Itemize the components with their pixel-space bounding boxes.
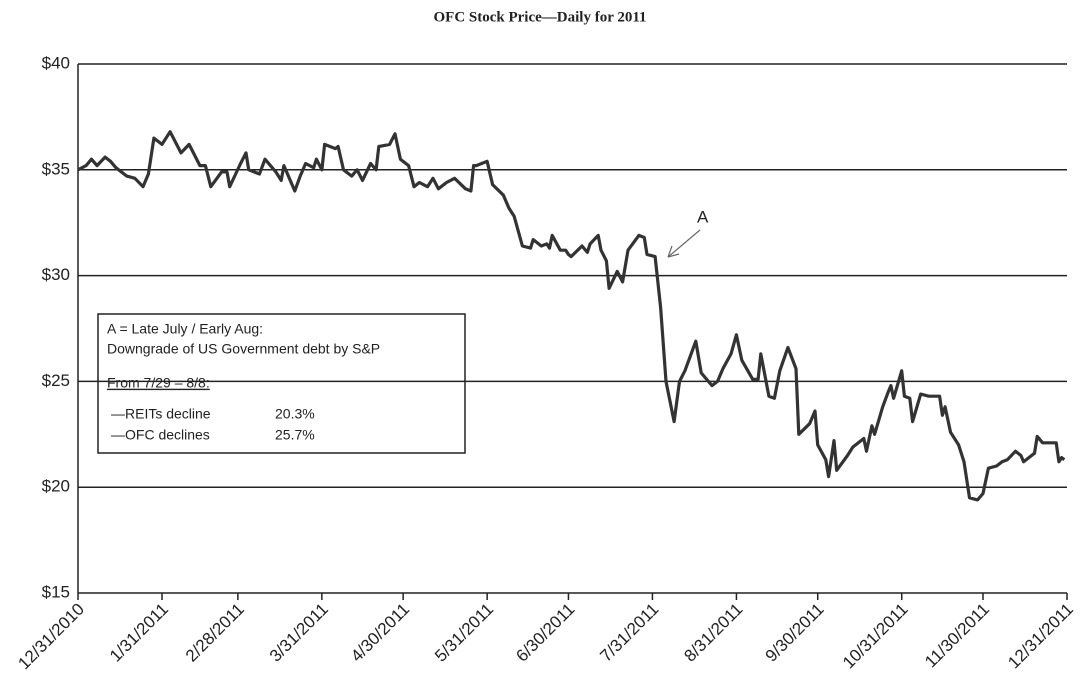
x-tick-label: 3/31/2011 [266,600,332,666]
annotation-text: A = Late July / Early Aug: [107,321,263,337]
annotation-text: 20.3% [275,406,315,422]
x-tick-label: 6/30/2011 [512,600,578,666]
annotation-arrow [667,229,701,258]
x-tick-label: 11/30/2011 [921,600,993,672]
x-tick-label: 9/30/2011 [762,600,828,666]
chart-title: OFC Stock Price—Daily for 2011 [433,9,646,25]
annotation-text: 25.7% [275,427,315,443]
annotation-text: —REITs decline [111,406,211,422]
annotation-marker: A [697,207,709,226]
x-tick-label: 12/31/2011 [1004,600,1077,673]
x-tick-label: 12/31/2010 [14,600,88,674]
x-tick-label: 5/31/2011 [431,600,497,666]
x-tick-label: 2/28/2011 [182,600,248,666]
price-line [77,130,1066,502]
x-tick-label: 8/31/2011 [680,600,746,666]
y-tick-label: $20 [42,477,70,496]
y-tick-label: $25 [42,371,70,390]
y-tick-label: $30 [42,265,70,284]
annotation-arrowhead [667,245,680,258]
x-tick-label: 4/30/2011 [347,600,413,666]
x-tick-label: 1/31/2011 [106,600,172,666]
y-tick-label: $35 [42,159,70,178]
x-tick-label: 7/31/2011 [596,600,662,666]
y-tick-label: $15 [42,582,70,601]
y-tick-label: $40 [42,53,70,72]
annotation-text: —OFC declines [111,427,210,443]
x-tick-label: 10/31/2011 [839,600,912,673]
annotation-text: Downgrade of US Government debt by S&P [107,341,380,357]
annotation-box [97,313,466,454]
annotation-text: From 7/29 – 8/8: [107,375,210,391]
